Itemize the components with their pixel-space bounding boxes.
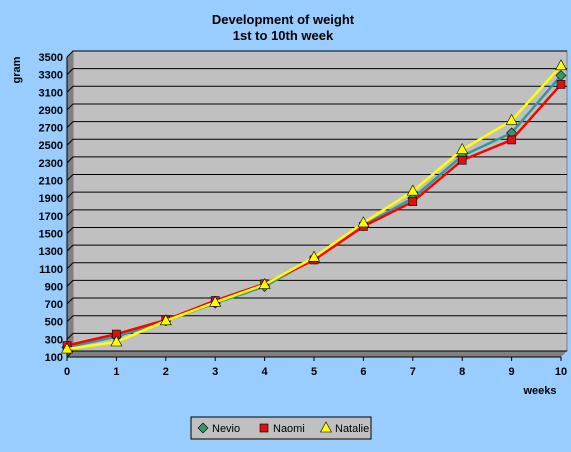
y-tick-label: 1900	[39, 193, 63, 205]
y-tick-label: 2300	[39, 158, 63, 170]
data-point-marker	[197, 422, 209, 434]
y-tick-label: 1500	[39, 228, 63, 240]
data-point-marker	[556, 80, 566, 89]
y-tick-label: 2900	[39, 105, 63, 117]
x-tick-label: 1	[113, 366, 119, 378]
y-tick-label: 100	[45, 352, 63, 364]
gridline	[66, 121, 567, 128]
y-tick-label: 2500	[39, 140, 63, 152]
y-axis-title: gram	[11, 56, 23, 83]
gridline	[66, 50, 567, 58]
y-tick-label: 500	[45, 317, 63, 329]
gridline	[66, 244, 567, 252]
x-tick-label: 9	[509, 366, 515, 378]
gridline	[66, 103, 567, 111]
x-tick-label: 2	[163, 366, 169, 378]
gridline	[66, 209, 567, 217]
gridline	[66, 350, 567, 358]
data-point-marker	[406, 184, 419, 196]
gridline	[66, 262, 567, 270]
data-point-marker	[319, 421, 333, 433]
plot-floor	[67, 351, 567, 357]
y-tick-label: 2100	[39, 176, 63, 188]
y-tick-label: 700	[45, 299, 63, 311]
data-point-marker	[258, 278, 271, 289]
chart-subtitle: 1st to 10th week	[233, 28, 334, 43]
plot-area: 1003005007009001100130015001700190021002…	[39, 50, 568, 378]
data-point-marker	[209, 295, 222, 307]
y-tick-label: 900	[45, 281, 63, 293]
legend-label: Nevio	[212, 423, 240, 435]
plot-side-wall	[67, 51, 73, 357]
x-tick-label: 8	[459, 366, 465, 378]
x-tick-label: 4	[262, 366, 269, 378]
gridline	[66, 156, 567, 164]
gridline	[66, 297, 567, 305]
x-tick-label: 6	[360, 366, 366, 378]
data-point-marker	[554, 59, 568, 71]
legend-label: Naomi	[273, 423, 305, 435]
gridline	[66, 138, 567, 146]
data-point-marker	[60, 342, 74, 354]
x-tick-label: 3	[212, 366, 218, 378]
data-point-marker	[159, 314, 172, 326]
data-point-marker	[408, 197, 418, 207]
y-tick-label: 3500	[39, 52, 63, 64]
y-tick-label: 3100	[39, 87, 63, 99]
legend: Nevio Naomi Natalie	[190, 416, 372, 440]
data-point-marker	[457, 155, 467, 165]
gridline	[66, 191, 567, 199]
data-point-marker	[505, 113, 518, 125]
x-tick-label: 10	[555, 366, 567, 378]
y-tick-label: 3300	[39, 70, 63, 82]
gridline	[66, 332, 567, 340]
x-axis-title: weeks	[522, 385, 556, 397]
x-tick-label: 7	[410, 366, 416, 378]
data-point-marker	[357, 216, 370, 228]
y-tick-label: 2700	[39, 123, 63, 135]
y-tick-label: 300	[45, 334, 63, 346]
y-tick-label: 1100	[39, 264, 63, 276]
data-point-marker	[456, 143, 469, 154]
gridline	[66, 315, 567, 323]
data-point-marker	[259, 423, 269, 433]
legend-label: Natalie	[335, 423, 369, 435]
data-point-marker	[110, 335, 123, 347]
x-tick-label: 0	[64, 366, 70, 378]
data-point-marker	[507, 135, 516, 145]
y-tick-label: 1700	[39, 211, 63, 223]
gridline	[66, 68, 567, 76]
gridline	[66, 174, 567, 181]
chart-title: Development of weight	[212, 12, 355, 27]
plot-background	[72, 50, 568, 352]
gridline	[66, 279, 567, 287]
gridline	[66, 85, 567, 93]
y-tick-label: 1300	[39, 246, 63, 258]
gridline	[66, 226, 567, 234]
x-tick-label: 5	[311, 366, 317, 378]
data-point-marker	[307, 250, 321, 262]
series-natalie	[60, 59, 568, 354]
